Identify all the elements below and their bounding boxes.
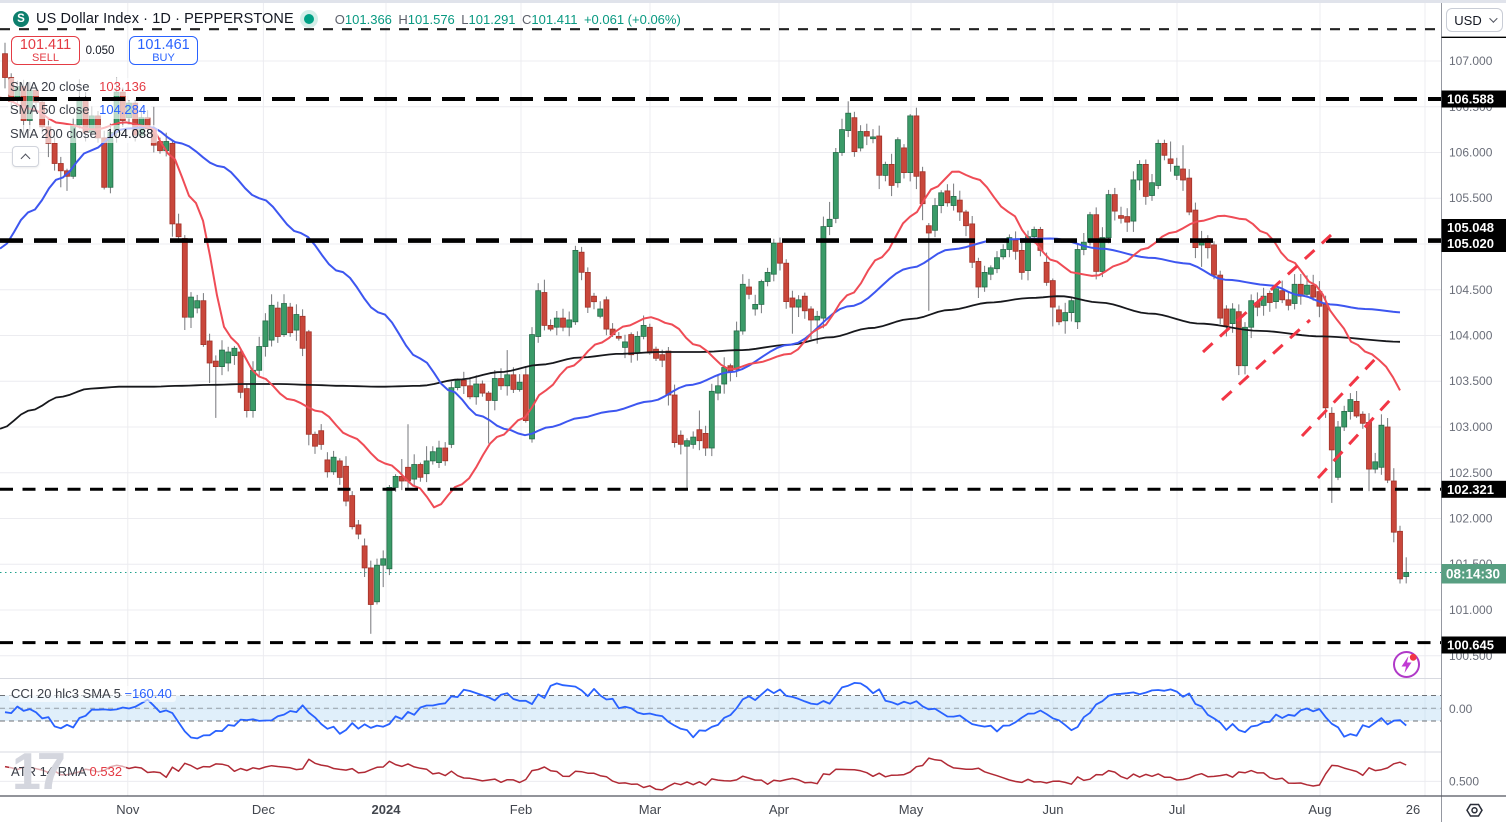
svg-text:100.645: 100.645: [1447, 638, 1494, 653]
svg-text:105.020: 105.020: [1447, 236, 1494, 251]
svg-text:105.048: 105.048: [1447, 220, 1494, 235]
svg-text:103.500: 103.500: [1449, 374, 1493, 388]
svg-text:08:14:30: 08:14:30: [1446, 567, 1500, 582]
svg-text:2024: 2024: [372, 802, 402, 817]
svg-text:102.000: 102.000: [1449, 512, 1493, 526]
svg-text:105.500: 105.500: [1449, 191, 1493, 205]
svg-text:104.500: 104.500: [1449, 283, 1493, 297]
svg-text:106.000: 106.000: [1449, 146, 1493, 160]
svg-text:102.500: 102.500: [1449, 466, 1493, 480]
svg-text:0.500: 0.500: [1449, 774, 1479, 788]
svg-text:May: May: [899, 802, 924, 817]
svg-text:26: 26: [1406, 802, 1420, 817]
svg-text:103.000: 103.000: [1449, 420, 1493, 434]
svg-text:Nov: Nov: [116, 802, 140, 817]
svg-text:0.00: 0.00: [1449, 702, 1473, 716]
svg-text:Dec: Dec: [252, 802, 276, 817]
svg-text:104.000: 104.000: [1449, 329, 1493, 343]
svg-text:107.000: 107.000: [1449, 54, 1493, 68]
svg-text:Aug: Aug: [1308, 802, 1331, 817]
svg-text:Feb: Feb: [510, 802, 532, 817]
svg-text:101.000: 101.000: [1449, 603, 1493, 617]
svg-text:Jul: Jul: [1169, 802, 1186, 817]
svg-text:Mar: Mar: [639, 802, 662, 817]
svg-text:102.321: 102.321: [1447, 482, 1494, 497]
svg-text:Jun: Jun: [1043, 802, 1064, 817]
svg-text:Apr: Apr: [769, 802, 790, 817]
svg-text:106.588: 106.588: [1447, 92, 1494, 107]
